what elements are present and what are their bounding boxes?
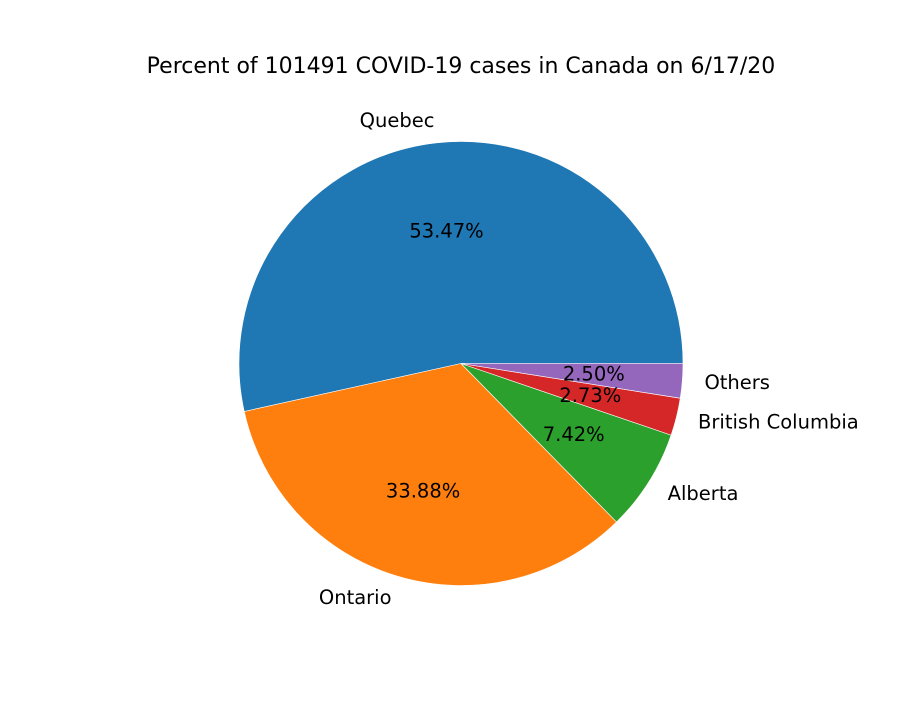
pie-slice-others xyxy=(460,363,684,399)
pie-slice-ontario xyxy=(243,363,617,586)
pie-slice-quebec xyxy=(238,141,684,412)
slice-label-british-columbia: British Columbia xyxy=(698,411,859,434)
percent-label-quebec: 53.47% xyxy=(409,220,483,243)
slice-label-alberta: Alberta xyxy=(668,482,739,505)
percent-label-alberta: 7.42% xyxy=(543,423,605,446)
percent-label-ontario: 33.88% xyxy=(386,480,460,503)
pie-slice-alberta xyxy=(460,363,672,523)
percent-label-others: 2.50% xyxy=(563,362,625,385)
slice-label-quebec: Quebec xyxy=(360,109,435,132)
percent-labels: 53.47% 33.88% 7.42% 2.73%2.50% xyxy=(386,220,625,503)
slice-label-others: Others xyxy=(704,371,770,394)
pie-slices xyxy=(238,141,684,586)
percent-label-british-columbia: 2.73% xyxy=(559,384,621,407)
slice-labels: Quebec Ontario Alberta British Columbia Othe… xyxy=(319,109,859,609)
slice-label-ontario: Ontario xyxy=(319,586,392,609)
chart-title: Percent of 101491 COVID-19 cases in Cana… xyxy=(147,54,776,79)
